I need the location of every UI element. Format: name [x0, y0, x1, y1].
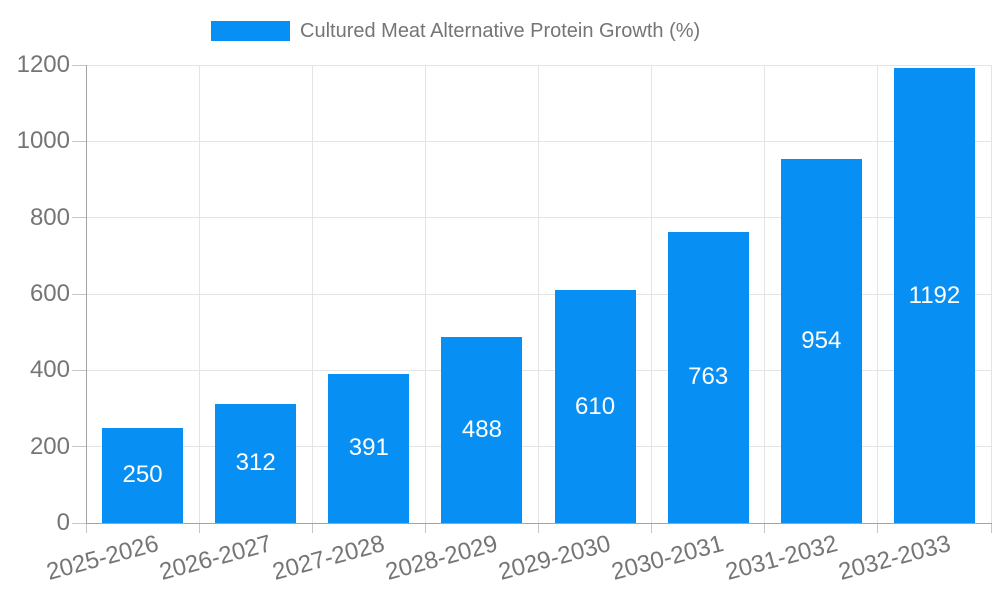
- x-category-label: 2026-2027: [156, 530, 275, 586]
- x-axis-tick: [311, 524, 313, 533]
- x-category-label: 2031-2032: [722, 530, 841, 586]
- x-axis-tick: [651, 524, 653, 533]
- bar[interactable]: [215, 403, 297, 523]
- y-axis-tick-label: 400: [29, 356, 70, 384]
- bar-value-label: 391: [348, 434, 389, 462]
- y-axis-tick: [72, 293, 86, 295]
- bar[interactable]: [780, 158, 862, 523]
- y-axis-tick: [72, 64, 86, 66]
- bar-value-label: 763: [688, 363, 729, 391]
- y-axis-tick: [72, 522, 86, 524]
- y-axis-tick: [72, 217, 86, 219]
- bar[interactable]: [893, 68, 975, 523]
- bar-value-label: 954: [801, 326, 842, 354]
- y-axis-tick: [72, 369, 86, 371]
- v-gridline: [198, 65, 200, 523]
- legend: Cultured Meat Alternative Protein Growth…: [211, 20, 700, 42]
- bar[interactable]: [667, 231, 749, 523]
- v-gridline: [651, 65, 653, 523]
- v-gridline: [424, 65, 426, 523]
- x-axis-tick: [424, 524, 426, 533]
- y-axis-tick: [72, 140, 86, 142]
- x-category-label: 2025-2026: [43, 530, 162, 586]
- x-axis-tick: [990, 524, 992, 533]
- bar-value-label: 250: [122, 461, 163, 489]
- v-gridline: [311, 65, 313, 523]
- plot-area: 250 312 391 488 610 763 954 1192: [86, 64, 992, 523]
- y-axis-tick-label: 1000: [16, 127, 70, 155]
- x-category-label: 2032-2033: [835, 530, 954, 586]
- y-axis-tick-label: 1200: [16, 51, 70, 78]
- bar[interactable]: [328, 373, 410, 523]
- x-category-label: 2028-2029: [382, 530, 501, 586]
- x-axis-tick: [198, 524, 200, 533]
- bar-value-label: 1192: [908, 281, 961, 309]
- y-axis-line: [85, 65, 87, 524]
- x-axis-tick: [877, 524, 879, 533]
- x-category-label: 2029-2030: [495, 530, 614, 586]
- bar[interactable]: [441, 336, 523, 523]
- v-gridline: [877, 65, 879, 523]
- y-axis-tick: [72, 446, 86, 448]
- x-category-label: 2027-2028: [269, 530, 388, 586]
- y-axis-tick-label: 600: [29, 280, 70, 307]
- y-axis-tick-label: 800: [29, 203, 70, 231]
- legend-swatch[interactable]: [211, 21, 290, 41]
- bar-value-label: 488: [461, 415, 502, 443]
- x-axis-line: [85, 522, 992, 524]
- bar-value-label: 312: [235, 449, 276, 477]
- y-axis-tick-label: 0: [56, 509, 70, 536]
- x-axis-tick: [538, 524, 539, 533]
- legend-label[interactable]: Cultured Meat Alternative Protein Growth…: [300, 20, 701, 42]
- bar[interactable]: [554, 290, 636, 523]
- bar[interactable]: [102, 427, 184, 523]
- v-gridline: [764, 65, 766, 523]
- x-axis-tick: [85, 524, 87, 533]
- y-axis-tick-label: 200: [29, 432, 70, 460]
- v-gridline: [990, 65, 992, 523]
- x-axis-tick: [764, 524, 766, 533]
- bar-value-label: 610: [575, 392, 616, 420]
- v-gridline: [538, 65, 539, 523]
- x-category-label: 2030-2031: [609, 530, 727, 586]
